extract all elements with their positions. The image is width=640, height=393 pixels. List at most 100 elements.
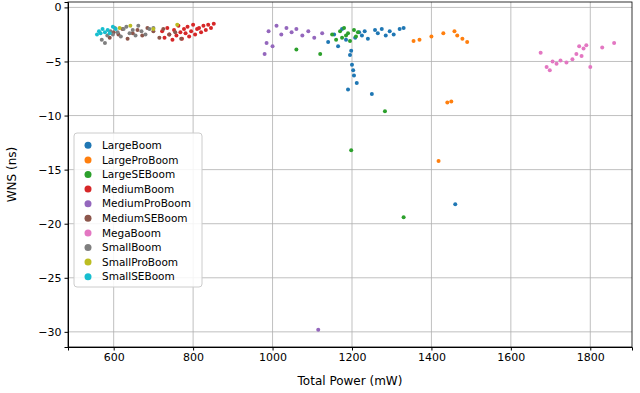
legend-marker [85,215,92,222]
point [204,28,208,32]
point [131,28,135,32]
x-tick-mark [193,347,194,351]
point [398,27,402,31]
series [100,24,156,45]
point [320,31,324,35]
y-tick-label: −5 [45,56,61,69]
x-tick: 1400 [418,347,446,364]
point [465,40,469,44]
legend-marker [85,244,92,251]
point [539,51,543,55]
point [412,39,416,43]
legend-item: SmallProBoom [85,256,179,268]
point [118,26,122,30]
point [173,30,177,34]
point [346,31,350,35]
x-tick: 600 [104,347,125,364]
plot-area: 600800100012001400160018000−5−10−15−20−2… [38,1,632,364]
point [346,88,350,92]
point [373,28,377,32]
point [167,32,171,36]
x-tick-label: 1800 [577,351,605,364]
point [265,41,269,45]
legend-item: MediumBoom [85,183,175,195]
x-tick-mark [590,347,591,351]
point [460,37,464,41]
point [170,38,174,42]
point [582,47,586,51]
point [548,68,552,72]
point [348,39,352,43]
chart-container: 600800100012001400160018000−5−10−15−20−2… [0,0,640,393]
x-tick-label: 1400 [418,351,446,364]
y-tick: −15 [38,164,68,177]
point [209,26,213,30]
point [161,27,165,31]
grid-line-y [68,331,632,332]
point [334,38,338,42]
series [118,23,180,31]
legend-marker [85,273,92,280]
point [206,23,210,27]
legend-item: LargeProBoom [85,154,179,166]
point [564,61,568,65]
point [600,45,604,49]
point [187,35,191,39]
point [342,26,346,30]
point [570,57,574,61]
grid [68,2,632,347]
legend-label: SmallSEBoom [102,270,175,282]
x-tick-mark [114,347,115,351]
legend-item: SmallSEBoom [85,270,175,282]
point [167,32,171,36]
legend-marker [85,142,92,149]
legend-item: MediumProBoom [85,197,191,209]
point [178,30,182,34]
legend-label: MediumProBoom [102,197,191,209]
y-tick-label: −20 [38,218,61,231]
point [330,32,334,36]
point [312,36,316,40]
legend-label: SmallBoom [102,241,161,253]
y-tick-mark [65,7,69,8]
point [124,25,128,29]
series [326,26,457,206]
y-tick: −20 [38,218,68,231]
point [559,58,563,62]
x-tick: 800 [183,347,204,364]
point [108,31,112,35]
point [151,27,155,31]
point [338,29,342,33]
x-tick-label: 1000 [259,351,287,364]
point [271,44,275,48]
y-tick-label: −25 [38,272,61,285]
legend-label: MediumBoom [102,183,174,195]
point [316,328,320,332]
point [136,28,140,32]
point [163,36,167,40]
point [545,65,549,69]
point [574,52,578,56]
point [392,32,396,36]
grid-line-x [272,2,273,347]
point [180,37,184,41]
point [114,27,118,31]
point [267,29,271,33]
point [349,49,353,53]
point [201,24,205,28]
y-tick-mark [65,116,69,117]
legend-label: MediumSEBoom [102,212,188,224]
point [128,24,132,28]
point [349,148,353,152]
legend-item: SmallBoom [85,241,162,253]
point [366,37,370,41]
x-tick-mark [431,347,432,351]
point [275,24,279,28]
point [175,23,179,27]
legend-marker [85,229,92,236]
grid-line-x [510,2,511,347]
y-tick-mark [65,61,69,62]
y-tick-mark [65,170,69,171]
grid-line-x [431,2,432,347]
point [351,68,355,72]
